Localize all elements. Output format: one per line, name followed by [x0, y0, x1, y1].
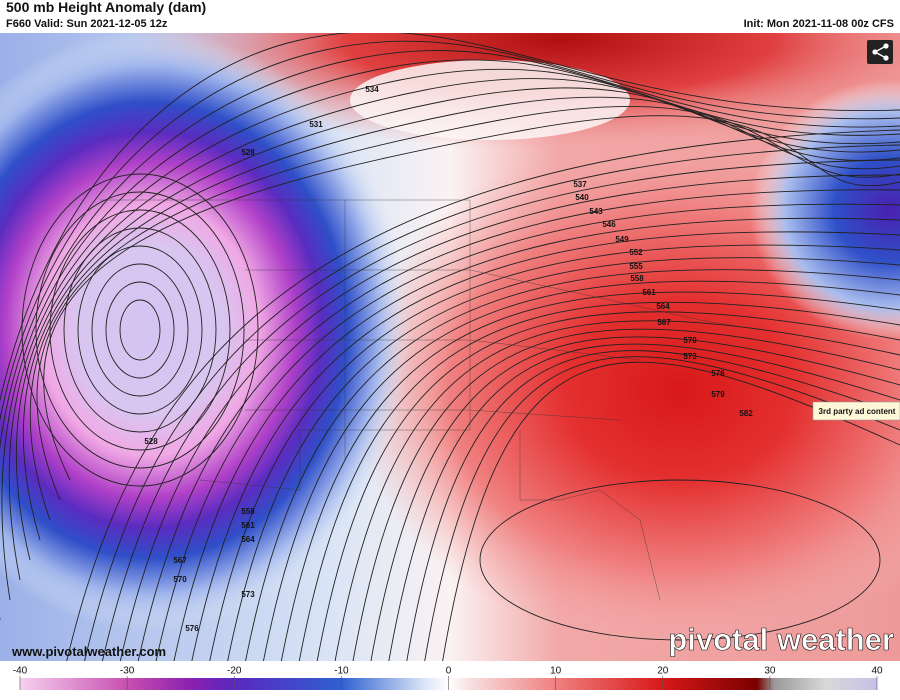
contour-label: 534	[365, 85, 379, 94]
colorbar-tick-label: -20	[227, 666, 242, 677]
contour-line	[36, 105, 900, 501]
border	[469, 269, 761, 601]
contour-line	[63, 227, 217, 433]
site-url: www.pivotalweather.com	[11, 644, 166, 659]
contour-label: 579	[711, 390, 725, 399]
colorbar-tick-label: -40	[13, 666, 28, 677]
share-link	[874, 45, 887, 59]
contour-line	[173, 217, 900, 661]
share-bg[interactable]	[867, 40, 893, 64]
contour-line	[442, 361, 900, 661]
contour-line	[66, 129, 900, 661]
share-button[interactable]	[867, 40, 893, 64]
contour-line	[29, 96, 900, 521]
contour-line	[245, 269, 900, 661]
colorbar-tick-label: 20	[657, 666, 669, 677]
contour-label: 570	[683, 336, 697, 345]
contour-line	[280, 291, 900, 661]
contour-label: 528	[144, 437, 158, 446]
colorbar-tick-label: -30	[120, 666, 135, 677]
contour-line	[119, 174, 900, 661]
contour-line	[119, 299, 161, 361]
contour-line	[388, 343, 900, 661]
contour-label: 576	[185, 624, 199, 633]
colorbar-tick-label: 0	[446, 666, 452, 677]
contour-label: 549	[615, 235, 629, 244]
contour-label: 552	[629, 248, 643, 257]
contour-line	[43, 115, 900, 481]
watermark: pivotal weather	[668, 622, 894, 657]
subtitle: F660 Valid: Sun 2021-12-05 12z	[6, 18, 168, 30]
contour-line	[263, 280, 900, 661]
contour-label: 582	[739, 409, 753, 418]
contour-label: 561	[241, 521, 255, 530]
contour-label: 540	[575, 193, 589, 202]
contour-label: 543	[589, 207, 603, 216]
contour-line	[191, 231, 900, 661]
contour-line	[105, 281, 175, 379]
borders	[100, 199, 761, 601]
contour-line	[137, 189, 900, 661]
contour-line	[316, 311, 900, 661]
contour-line	[424, 356, 900, 661]
contour-line	[22, 87, 900, 541]
anomaly-low-ne	[750, 80, 900, 340]
contour-label: 537	[573, 180, 587, 189]
contour-line	[8, 68, 900, 581]
ad-bg[interactable]	[812, 401, 900, 421]
colorbar: -40 -30 -20 -10 0 10 20 30 40	[13, 666, 883, 690]
contour-line	[1, 59, 900, 601]
contour-label: 555	[629, 262, 643, 271]
contour-line	[15, 78, 900, 561]
contour-line	[77, 245, 203, 415]
contour-line	[352, 328, 900, 661]
contour-label: 558	[630, 274, 644, 283]
contour-line	[155, 203, 900, 661]
contour-line	[35, 191, 245, 469]
contour-labels: 5345315285375405435465495525555585615645…	[144, 85, 753, 633]
contour-label: 573	[241, 590, 255, 599]
contour-line	[209, 244, 900, 661]
contour-line	[298, 301, 900, 661]
colorbar-tick-label: -10	[334, 666, 349, 677]
contour-line	[102, 159, 900, 661]
colorbar-tick-label: 10	[550, 666, 562, 677]
contour-label: 567	[173, 556, 187, 565]
contour-line	[0, 40, 900, 423]
ad-box[interactable]: 3rd party ad content	[812, 401, 900, 421]
contour-label: 564	[241, 535, 255, 544]
contour-line	[84, 144, 900, 661]
title: 500 mb Height Anomaly (dam)	[6, 0, 206, 15]
contour-line	[0, 33, 900, 403]
ad-text[interactable]: 3rd party ad content	[819, 407, 896, 416]
init-time: Init: Mon 2021-11-08 00z CFS	[744, 18, 894, 30]
border	[245, 200, 470, 460]
contour-label: 546	[602, 220, 616, 229]
colorbar-tick-label: 40	[871, 666, 883, 677]
contour-line	[406, 350, 900, 661]
colorbar-tick-label: 30	[764, 666, 776, 677]
contour-label: 570	[173, 575, 187, 584]
ridge-gap	[350, 60, 630, 140]
contour-line	[49, 209, 231, 451]
contour-label: 567	[657, 318, 671, 327]
contour-label: 528	[241, 148, 255, 157]
border	[100, 199, 471, 491]
contour-label: 573	[683, 352, 697, 361]
contour-label: 561	[642, 288, 656, 297]
contour-label: 576	[711, 369, 725, 378]
contour-line	[91, 263, 189, 397]
contour-label: 564	[656, 302, 670, 311]
contour-line	[0, 50, 900, 620]
contour-label: 558	[241, 507, 255, 516]
contour-line	[479, 479, 881, 641]
contour-line	[370, 336, 900, 661]
contour-label: 531	[309, 120, 323, 129]
